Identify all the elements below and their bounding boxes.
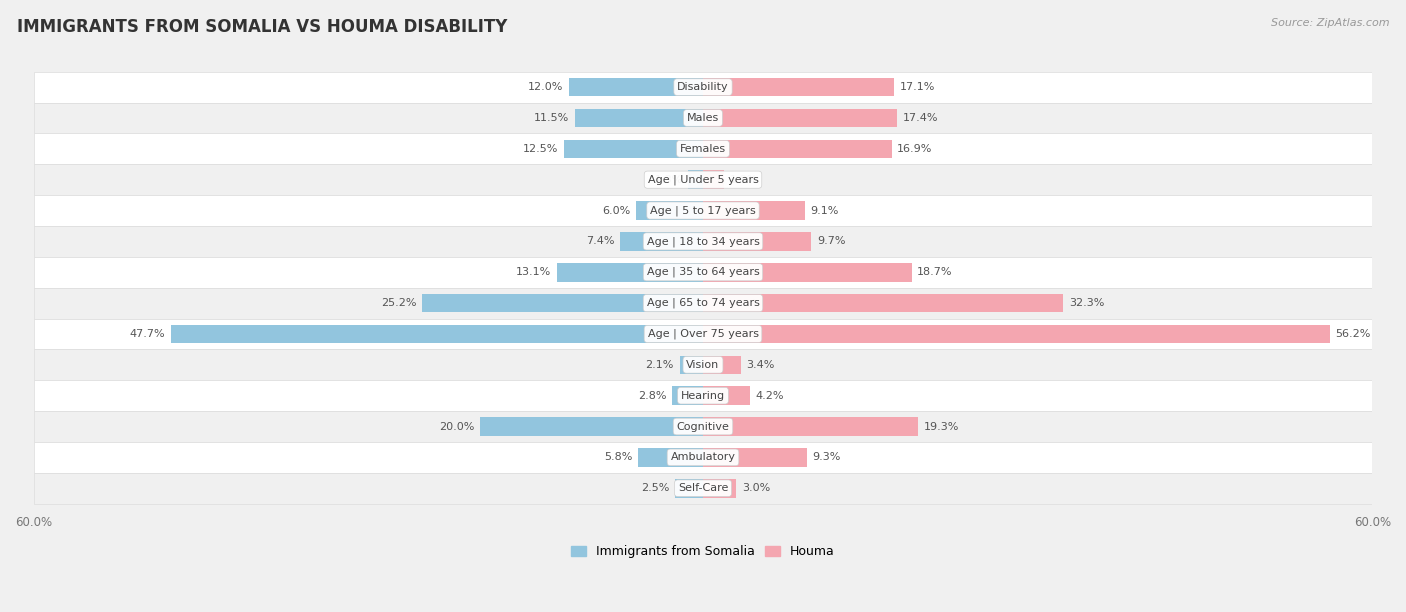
Bar bbox=[672, 386, 703, 405]
Bar bbox=[34, 288, 1372, 318]
Bar bbox=[675, 479, 703, 498]
Text: Disability: Disability bbox=[678, 82, 728, 92]
Text: 11.5%: 11.5% bbox=[534, 113, 569, 123]
Bar bbox=[34, 349, 1372, 380]
Text: 6.0%: 6.0% bbox=[602, 206, 630, 215]
Bar bbox=[703, 263, 911, 282]
Bar bbox=[479, 417, 703, 436]
Text: 32.3%: 32.3% bbox=[1069, 298, 1104, 308]
Text: Vision: Vision bbox=[686, 360, 720, 370]
Bar bbox=[34, 226, 1372, 257]
Text: Age | 65 to 74 years: Age | 65 to 74 years bbox=[647, 298, 759, 308]
Text: IMMIGRANTS FROM SOMALIA VS HOUMA DISABILITY: IMMIGRANTS FROM SOMALIA VS HOUMA DISABIL… bbox=[17, 18, 508, 36]
Bar bbox=[689, 170, 703, 189]
Bar bbox=[34, 257, 1372, 288]
Text: 17.1%: 17.1% bbox=[900, 82, 935, 92]
Text: 12.0%: 12.0% bbox=[529, 82, 564, 92]
Bar bbox=[703, 448, 807, 466]
Text: Males: Males bbox=[688, 113, 718, 123]
Bar bbox=[703, 78, 894, 96]
Text: Age | Under 5 years: Age | Under 5 years bbox=[648, 174, 758, 185]
Bar bbox=[636, 201, 703, 220]
Bar bbox=[34, 195, 1372, 226]
Text: 2.1%: 2.1% bbox=[645, 360, 673, 370]
Text: Age | 35 to 64 years: Age | 35 to 64 years bbox=[647, 267, 759, 277]
Bar bbox=[170, 325, 703, 343]
Bar bbox=[703, 479, 737, 498]
Text: 1.9%: 1.9% bbox=[730, 174, 758, 185]
Text: 20.0%: 20.0% bbox=[439, 422, 474, 431]
Bar bbox=[703, 232, 811, 251]
Text: 4.2%: 4.2% bbox=[755, 390, 785, 401]
Text: Cognitive: Cognitive bbox=[676, 422, 730, 431]
Bar bbox=[34, 318, 1372, 349]
Bar bbox=[703, 294, 1063, 312]
Bar bbox=[703, 140, 891, 158]
Text: 9.7%: 9.7% bbox=[817, 236, 845, 247]
Text: Age | Over 75 years: Age | Over 75 years bbox=[648, 329, 758, 339]
Bar bbox=[422, 294, 703, 312]
Bar bbox=[703, 325, 1330, 343]
Bar bbox=[34, 72, 1372, 103]
Text: Females: Females bbox=[681, 144, 725, 154]
Text: 18.7%: 18.7% bbox=[917, 267, 953, 277]
Text: 9.1%: 9.1% bbox=[810, 206, 838, 215]
Text: Age | 18 to 34 years: Age | 18 to 34 years bbox=[647, 236, 759, 247]
Bar bbox=[703, 386, 749, 405]
Text: Ambulatory: Ambulatory bbox=[671, 452, 735, 463]
Bar bbox=[703, 417, 918, 436]
Bar bbox=[703, 201, 804, 220]
Text: 5.8%: 5.8% bbox=[605, 452, 633, 463]
Text: 56.2%: 56.2% bbox=[1336, 329, 1371, 339]
Text: 13.1%: 13.1% bbox=[516, 267, 551, 277]
Bar bbox=[34, 473, 1372, 504]
Text: Self-Care: Self-Care bbox=[678, 483, 728, 493]
Text: Age | 5 to 17 years: Age | 5 to 17 years bbox=[650, 205, 756, 216]
Bar bbox=[564, 140, 703, 158]
Bar bbox=[34, 164, 1372, 195]
Bar bbox=[34, 133, 1372, 164]
Bar bbox=[34, 442, 1372, 473]
Text: 2.5%: 2.5% bbox=[641, 483, 669, 493]
Text: 16.9%: 16.9% bbox=[897, 144, 932, 154]
Bar bbox=[34, 380, 1372, 411]
Bar bbox=[703, 356, 741, 374]
Bar bbox=[638, 448, 703, 466]
Bar bbox=[703, 170, 724, 189]
Text: 19.3%: 19.3% bbox=[924, 422, 959, 431]
Bar bbox=[679, 356, 703, 374]
Text: Hearing: Hearing bbox=[681, 390, 725, 401]
Text: Source: ZipAtlas.com: Source: ZipAtlas.com bbox=[1271, 18, 1389, 28]
Text: 9.3%: 9.3% bbox=[813, 452, 841, 463]
Bar bbox=[575, 109, 703, 127]
Text: 2.8%: 2.8% bbox=[638, 390, 666, 401]
Text: 25.2%: 25.2% bbox=[381, 298, 416, 308]
Text: 17.4%: 17.4% bbox=[903, 113, 938, 123]
Bar bbox=[703, 109, 897, 127]
Legend: Immigrants from Somalia, Houma: Immigrants from Somalia, Houma bbox=[567, 540, 839, 563]
Text: 3.4%: 3.4% bbox=[747, 360, 775, 370]
Bar bbox=[569, 78, 703, 96]
Bar bbox=[34, 103, 1372, 133]
Text: 1.3%: 1.3% bbox=[655, 174, 683, 185]
Bar bbox=[620, 232, 703, 251]
Text: 47.7%: 47.7% bbox=[129, 329, 166, 339]
Bar bbox=[557, 263, 703, 282]
Text: 7.4%: 7.4% bbox=[586, 236, 614, 247]
Text: 3.0%: 3.0% bbox=[742, 483, 770, 493]
Bar bbox=[34, 411, 1372, 442]
Text: 12.5%: 12.5% bbox=[523, 144, 558, 154]
